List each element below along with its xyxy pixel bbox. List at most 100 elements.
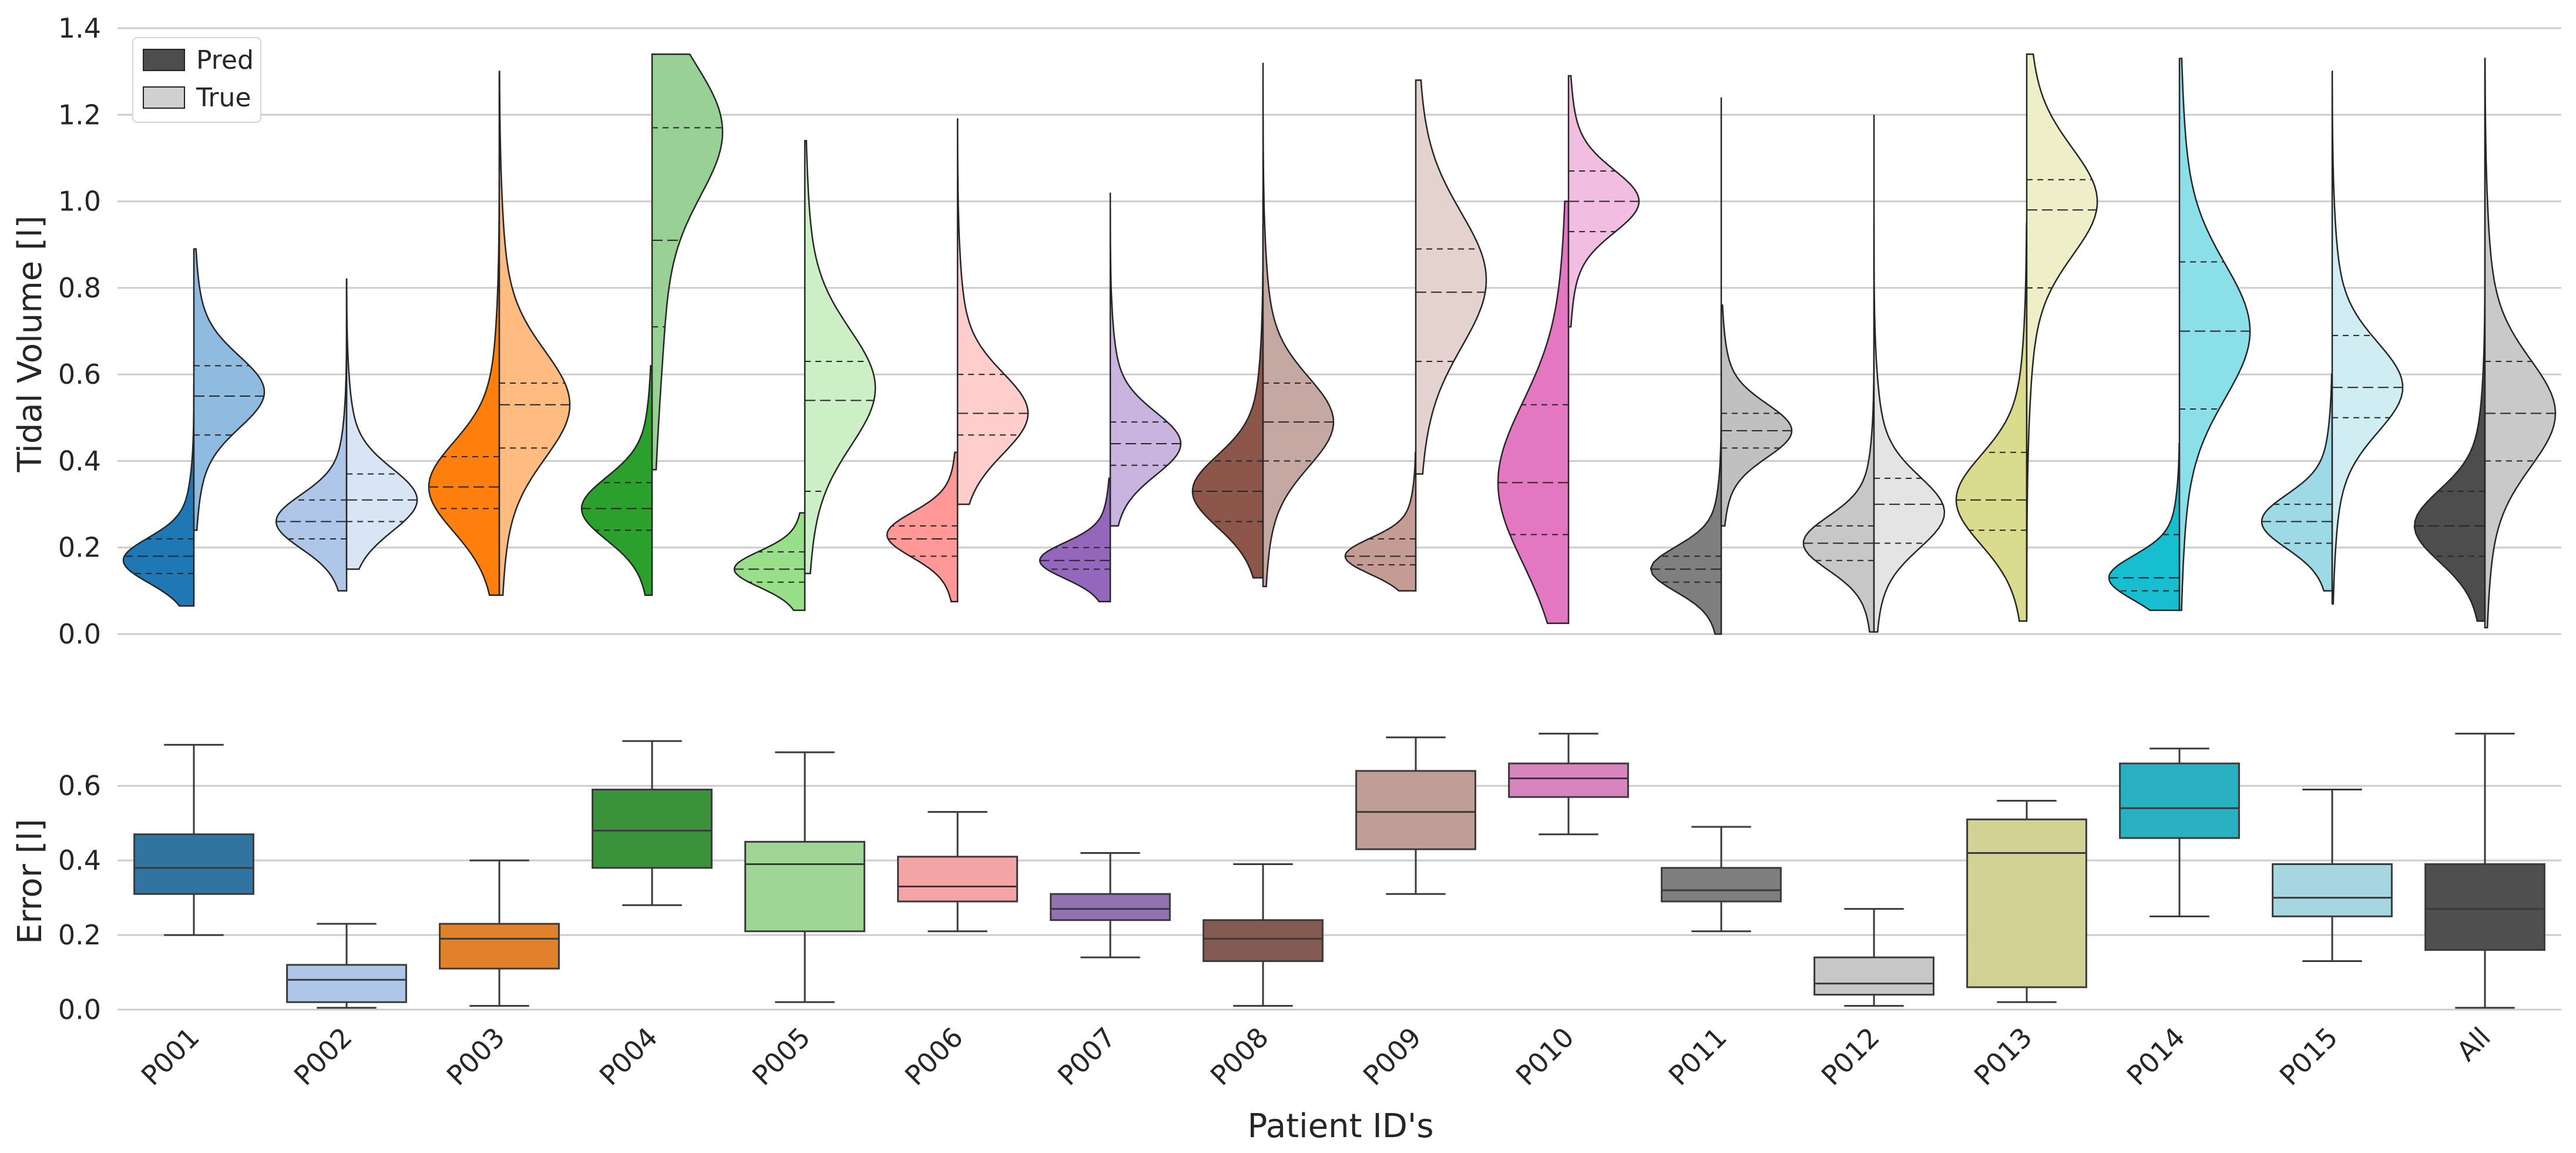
violin-half-pred xyxy=(1802,223,1875,633)
box-body xyxy=(897,856,1018,903)
box-body xyxy=(1813,956,1934,996)
box-P001 xyxy=(133,743,254,936)
violin-half-pred xyxy=(428,71,501,596)
violin-half-true xyxy=(804,140,876,575)
box-P015 xyxy=(2272,789,2393,962)
box-P011 xyxy=(1661,826,1782,933)
violin-half-pred xyxy=(1650,97,1722,635)
violin-P008 xyxy=(1191,62,1335,588)
violin-half-true xyxy=(1262,62,1335,588)
violin-y-axis-label: Tidal Volume [l] xyxy=(11,216,49,473)
x-tick-label: P007 xyxy=(1052,1021,1122,1092)
violin-half-true xyxy=(2026,53,2098,619)
x-tick-label: P003 xyxy=(441,1021,511,1092)
x-tick-label: All xyxy=(2450,1021,2497,1068)
x-tick-label: P002 xyxy=(288,1021,358,1092)
violin-P011 xyxy=(1650,97,1793,635)
x-tick-label: P013 xyxy=(1968,1021,2038,1092)
box-P004 xyxy=(592,740,713,906)
violin-half-true xyxy=(1873,115,1946,633)
violin-half-pred xyxy=(1497,200,1570,624)
violin-y-tick-label: 0.2 xyxy=(58,532,101,564)
box-body xyxy=(2272,863,2393,917)
violin-half-true xyxy=(651,53,724,471)
violin-panel: 0.0 0.2 0.4 0.6 0.8 1.0 1.2 1.4 Tidal Volume [l… xyxy=(11,12,2561,650)
violin-P005 xyxy=(733,140,876,611)
violin-half-pred xyxy=(2413,58,2486,622)
violin-P006 xyxy=(886,118,1029,603)
violin-y-tick-label: 1.4 xyxy=(58,12,101,44)
violin-y-tick-label: 0.6 xyxy=(58,358,101,390)
violin-P015 xyxy=(2261,70,2404,605)
violin-P010 xyxy=(1497,75,1640,624)
violin-half-true xyxy=(1109,192,1182,527)
violin-y-tick-label: 1.2 xyxy=(58,99,101,130)
box-body xyxy=(1508,762,1629,798)
violin-P007 xyxy=(1039,192,1182,603)
violin-half-true xyxy=(1415,79,1487,475)
violin-marks xyxy=(122,53,2557,635)
violin-y-tick-label: 0.8 xyxy=(58,272,101,304)
box-P010 xyxy=(1508,732,1629,836)
box-body xyxy=(1050,893,1171,921)
legend-swatch-pred xyxy=(143,49,185,71)
x-tick-label: P012 xyxy=(1815,1021,1886,1092)
violin-half-true xyxy=(345,278,418,570)
violin-half-true xyxy=(956,118,1029,505)
box-P012 xyxy=(1813,908,1934,1007)
box-body xyxy=(2424,863,2545,951)
box-body xyxy=(744,840,865,933)
box-P008 xyxy=(1203,863,1324,1007)
x-tick-label: P011 xyxy=(1663,1021,1733,1092)
violin-y-tick-label: 0.0 xyxy=(58,618,101,650)
box-P013 xyxy=(1966,800,2087,1003)
box-body xyxy=(439,923,560,970)
violin-P002 xyxy=(275,278,418,592)
box-y-tick-label: 0.4 xyxy=(58,844,101,876)
violin-half-pred xyxy=(580,365,653,596)
violin-half-pred xyxy=(122,383,195,607)
violin-half-pred xyxy=(2261,373,2333,592)
legend-swatch-true xyxy=(143,86,185,109)
violin-half-pred xyxy=(275,279,348,592)
box-P002 xyxy=(286,923,407,1009)
x-tick-label: P001 xyxy=(135,1021,206,1092)
x-tick-label: P005 xyxy=(746,1021,817,1092)
box-P009 xyxy=(1355,736,1476,895)
box-body xyxy=(1355,770,1476,850)
box-P005 xyxy=(744,751,865,1003)
violin-half-pred xyxy=(733,512,806,611)
box-body xyxy=(133,833,254,895)
box-P014 xyxy=(2119,748,2240,917)
violin-half-pred xyxy=(1955,222,2028,622)
box-body xyxy=(2119,762,2240,839)
box-x-tick-labels: P001 P002 P003 P004 P005 P006 P007 P008 P009 P010… xyxy=(135,1021,2497,1092)
box-P003 xyxy=(439,859,560,1007)
x-tick-label: P008 xyxy=(1204,1021,1275,1092)
x-tick-label: P015 xyxy=(2273,1021,2344,1092)
x-axis-label: Patient ID's xyxy=(1248,1107,1434,1145)
box-body xyxy=(1203,919,1324,962)
violin-half-pred xyxy=(1039,477,1111,603)
x-tick-label: P009 xyxy=(1357,1021,1428,1092)
box-y-tick-labels: 0.0 0.2 0.4 0.6 xyxy=(58,770,101,1025)
box-P006 xyxy=(897,811,1018,933)
x-tick-label: P006 xyxy=(899,1021,969,1092)
violin-half-true xyxy=(2178,58,2251,611)
box-P007 xyxy=(1050,852,1171,958)
x-tick-label: P004 xyxy=(593,1021,664,1092)
legend-label-true: True xyxy=(196,83,251,113)
violin-P001 xyxy=(122,248,266,607)
violin-All xyxy=(2413,57,2557,629)
box-panel: 0.00.20.40.6 P001 P002 P003 P004 P005 P006 P00… xyxy=(11,732,2561,1145)
box-body xyxy=(1966,818,2087,988)
violin-y-tick-label: 1.0 xyxy=(58,186,101,217)
box-body xyxy=(286,964,407,1003)
violin-half-true xyxy=(193,248,266,531)
violin-P014 xyxy=(2108,58,2251,611)
violin-half-pred xyxy=(2108,443,2181,611)
violin-half-pred xyxy=(1344,451,1417,592)
violin-y-tick-labels: 0.0 0.2 0.4 0.6 0.8 1.0 1.2 1.4 xyxy=(58,12,101,650)
violin-P012 xyxy=(1802,115,1946,633)
